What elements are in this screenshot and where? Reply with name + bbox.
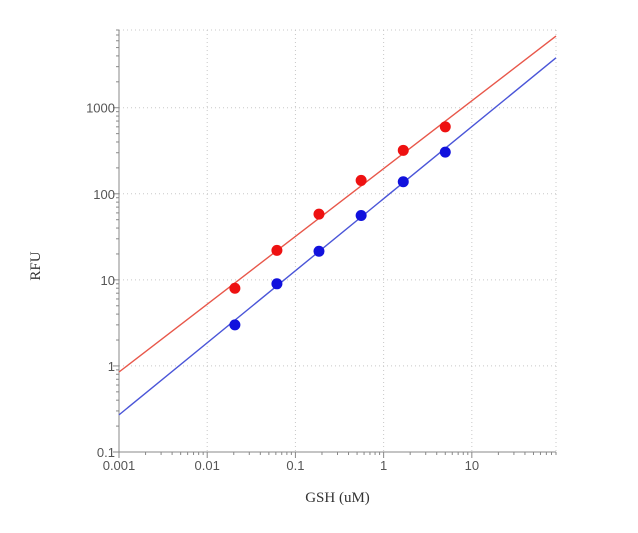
fit-line [118,35,557,373]
data-point [439,121,451,133]
x-tick-label: 1 [380,458,387,473]
data-point [313,208,325,220]
grid [118,29,557,453]
data-point [355,209,367,221]
data-point [397,176,409,188]
tick-labels: 0.001 0.01 0.1 1 10 0.1 1 10 100 1000 [86,101,479,473]
y-tick-label: 0.1 [97,445,115,460]
y-axis-title: RFU [28,251,44,280]
y-tick-label: 1 [108,359,115,374]
y-tick-label: 1000 [86,101,115,116]
fit-lines [118,35,557,416]
axes [113,29,557,458]
y-tick-label: 100 [93,187,115,202]
y-tick-label: 10 [101,273,115,288]
x-tick-label: 10 [465,458,479,473]
x-tick-label: 0.1 [286,458,304,473]
x-tick-label: 0.01 [195,458,220,473]
data-point [271,244,283,256]
x-tick-label: 0.001 [103,458,136,473]
data-point [439,146,451,158]
data-point [271,278,283,290]
data-point [397,144,409,156]
data-point [313,245,325,257]
data-points [229,121,451,331]
fit-line [118,57,557,416]
data-point [229,282,241,294]
data-point [355,174,367,186]
x-axis-title: GSH (uM) [305,490,370,506]
data-point [229,319,241,331]
